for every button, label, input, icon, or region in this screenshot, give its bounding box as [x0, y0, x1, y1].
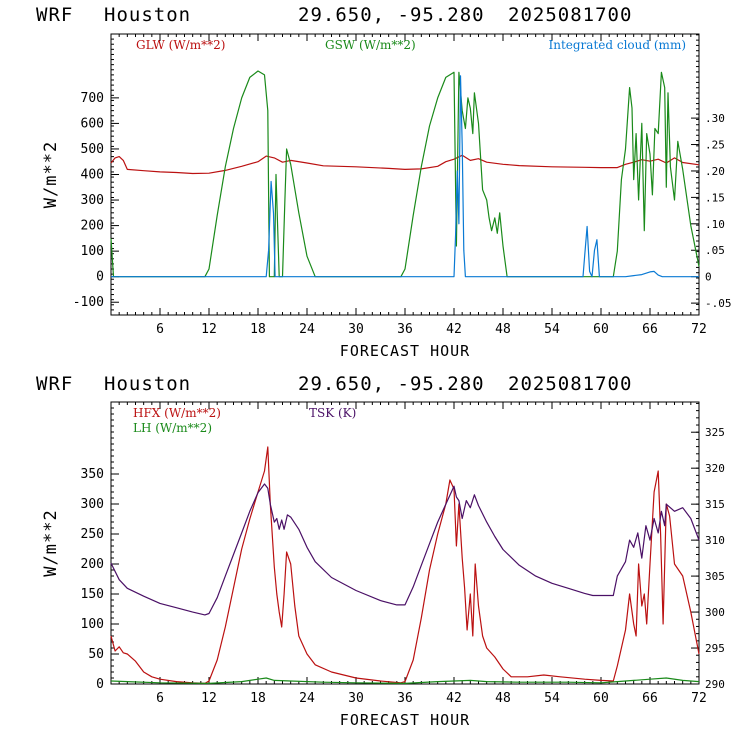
y-tick-label: 350: [81, 467, 104, 482]
x-tick-label: 54: [544, 322, 560, 337]
x-tick-label: 48: [495, 322, 511, 337]
y-tick-label: 700: [81, 91, 104, 106]
y-tick-label: 250: [81, 527, 104, 542]
x-tick-label: 60: [593, 322, 609, 337]
series-line: [111, 75, 699, 278]
y-axis-label: W/m**2: [41, 509, 61, 576]
x-tick-label: 66: [642, 322, 658, 337]
legend-label: GSW (W/m**2): [325, 38, 416, 52]
y-tick-label: 200: [81, 219, 104, 234]
y-tick-label: 0: [96, 270, 104, 285]
y2-tick-label: 320: [705, 462, 725, 475]
y2-tick-label: .30: [705, 112, 725, 125]
x-tick-label: 18: [250, 691, 266, 706]
y2-tick-label: .25: [705, 139, 725, 152]
x-tick-label: 72: [691, 322, 707, 337]
y-tick-label: -100: [73, 295, 104, 310]
x-tick-label: 12: [201, 691, 217, 706]
x-tick-label: 6: [156, 322, 164, 337]
x-tick-label: 36: [397, 322, 413, 337]
y-tick-label: 200: [81, 557, 104, 572]
model-name: WRF: [36, 373, 74, 395]
x-tick-label: 60: [593, 691, 609, 706]
x-tick-label: 30: [348, 691, 364, 706]
y-tick-label: 0: [96, 677, 104, 692]
y2-tick-label: .20: [705, 165, 725, 178]
y-axis-label: W/m**2: [41, 141, 61, 208]
plot-frame: [110, 401, 700, 685]
header-top: WRF Houston 29.650, -95.280 2025081700: [0, 4, 740, 32]
y2-tick-label: 295: [705, 642, 725, 655]
run-date: 2025081700: [508, 4, 633, 26]
y-tick-label: 500: [81, 142, 104, 157]
x-axis-label: FORECAST HOUR: [340, 711, 470, 729]
city-name: Houston: [104, 4, 192, 26]
y2-tick-label: .10: [705, 218, 725, 231]
y2-tick-label: 290: [705, 678, 725, 691]
y-tick-label: 300: [81, 193, 104, 208]
header-bottom: WRF Houston 29.650, -95.280 2025081700: [0, 373, 740, 401]
y-tick-label: 300: [81, 497, 104, 512]
series-line: [110, 483, 700, 616]
x-tick-label: 48: [495, 691, 511, 706]
city-name: Houston: [104, 373, 192, 395]
x-tick-label: 12: [201, 322, 217, 337]
legend-label: GLW (W/m**2): [136, 38, 225, 52]
x-tick-label: 36: [397, 691, 413, 706]
x-tick-label: 54: [544, 691, 560, 706]
y2-tick-label: -.05: [705, 297, 732, 310]
y-tick-label: 100: [81, 244, 104, 259]
x-axis-label: FORECAST HOUR: [340, 342, 470, 360]
legend-label: HFX (W/m**2): [133, 406, 221, 420]
x-tick-label: 18: [250, 322, 266, 337]
y2-tick-label: 310: [705, 534, 725, 547]
series-line: [110, 446, 700, 685]
y-tick-label: 150: [81, 587, 104, 602]
y-tick-label: 50: [88, 647, 104, 662]
y2-tick-label: 305: [705, 570, 725, 583]
coordinates: 29.650, -95.280: [298, 373, 485, 395]
legend-label: Integrated cloud (mm): [548, 38, 686, 52]
x-tick-label: 72: [691, 691, 707, 706]
x-tick-label: 42: [446, 691, 462, 706]
y2-tick-label: 300: [705, 606, 725, 619]
legend-label: TSK (K): [309, 406, 356, 420]
y2-tick-label: 315: [705, 498, 725, 511]
x-tick-label: 6: [156, 691, 164, 706]
y2-tick-label: 0: [705, 271, 712, 284]
x-tick-label: 66: [642, 691, 658, 706]
y2-tick-label: 325: [705, 426, 725, 439]
y-tick-label: 100: [81, 617, 104, 632]
x-tick-label: 30: [348, 322, 364, 337]
x-tick-label: 24: [299, 691, 315, 706]
run-date: 2025081700: [508, 373, 633, 395]
legend-label: LH (W/m**2): [133, 421, 212, 435]
y-tick-label: 600: [81, 116, 104, 131]
coordinates: 29.650, -95.280: [298, 4, 485, 26]
series-line: [110, 70, 700, 278]
y-tick-label: 400: [81, 168, 104, 183]
series-line: [110, 154, 700, 175]
model-name: WRF: [36, 4, 74, 26]
plot-frame: [110, 33, 700, 316]
x-tick-label: 24: [299, 322, 315, 337]
series-line: [110, 677, 700, 685]
y2-tick-label: .05: [705, 244, 725, 257]
x-tick-label: 42: [446, 322, 462, 337]
y2-tick-label: .15: [705, 191, 725, 204]
